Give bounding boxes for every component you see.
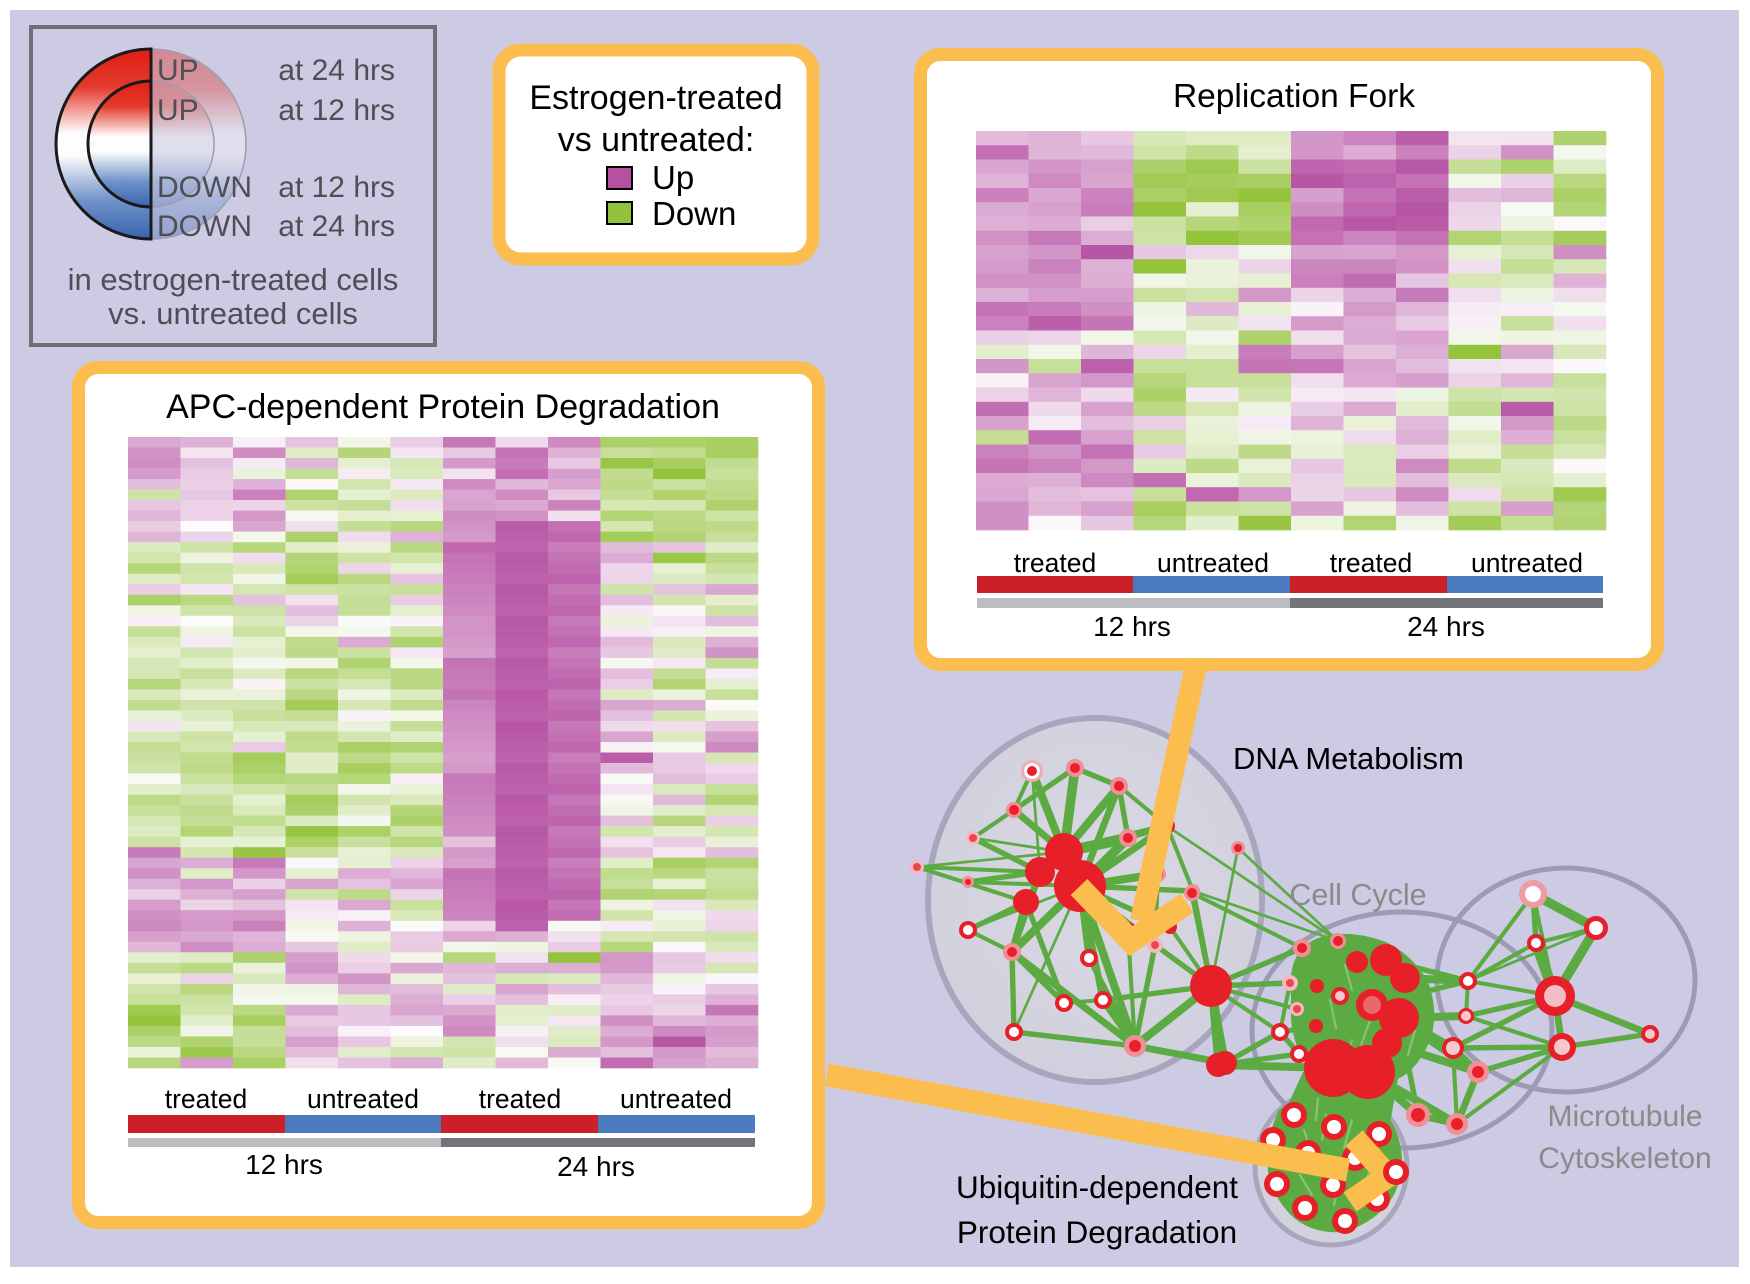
svg-text:untreated: untreated — [307, 1084, 419, 1114]
svg-text:Up: Up — [652, 159, 694, 196]
svg-text:Replication Fork: Replication Fork — [1173, 78, 1415, 115]
svg-text:24 hrs: 24 hrs — [557, 1151, 635, 1182]
svg-text:at 24 hrs: at 24 hrs — [278, 54, 395, 87]
svg-text:Protein Degradation: Protein Degradation — [957, 1214, 1237, 1250]
svg-text:treated: treated — [479, 1084, 562, 1114]
svg-text:treated: treated — [165, 1084, 248, 1114]
svg-text:Down: Down — [652, 195, 736, 232]
svg-text:12 hrs: 12 hrs — [1093, 611, 1171, 642]
svg-text:Cell Cycle: Cell Cycle — [1289, 878, 1426, 912]
svg-text:at 12 hrs: at 12 hrs — [278, 94, 395, 127]
svg-text:APC-dependent Protein Degradat: APC-dependent Protein Degradation — [166, 388, 720, 426]
svg-text:untreated: untreated — [1157, 548, 1269, 578]
svg-text:at 24 hrs: at 24 hrs — [278, 210, 395, 243]
svg-text:UP: UP — [157, 94, 199, 127]
svg-text:Ubiquitin-dependent: Ubiquitin-dependent — [956, 1169, 1238, 1205]
svg-text:at 12 hrs: at 12 hrs — [278, 171, 395, 204]
svg-text:in estrogen-treated cells: in estrogen-treated cells — [68, 262, 399, 297]
svg-text:24 hrs: 24 hrs — [1407, 611, 1485, 642]
svg-text:vs untreated:: vs untreated: — [558, 121, 755, 159]
svg-text:DOWN: DOWN — [157, 171, 252, 204]
svg-text:vs. untreated cells: vs. untreated cells — [108, 296, 358, 331]
svg-text:treated: treated — [1014, 548, 1097, 578]
svg-text:Cytoskeleton: Cytoskeleton — [1538, 1142, 1711, 1175]
svg-text:DOWN: DOWN — [157, 210, 252, 243]
svg-text:untreated: untreated — [620, 1084, 732, 1114]
svg-text:Estrogen-treated: Estrogen-treated — [529, 79, 782, 117]
svg-text:UP: UP — [157, 54, 199, 87]
svg-text:12 hrs: 12 hrs — [245, 1149, 323, 1180]
svg-text:Microtubule: Microtubule — [1547, 1100, 1702, 1133]
svg-text:treated: treated — [1330, 548, 1413, 578]
svg-text:untreated: untreated — [1471, 548, 1583, 578]
svg-text:DNA Metabolism: DNA Metabolism — [1233, 741, 1464, 776]
